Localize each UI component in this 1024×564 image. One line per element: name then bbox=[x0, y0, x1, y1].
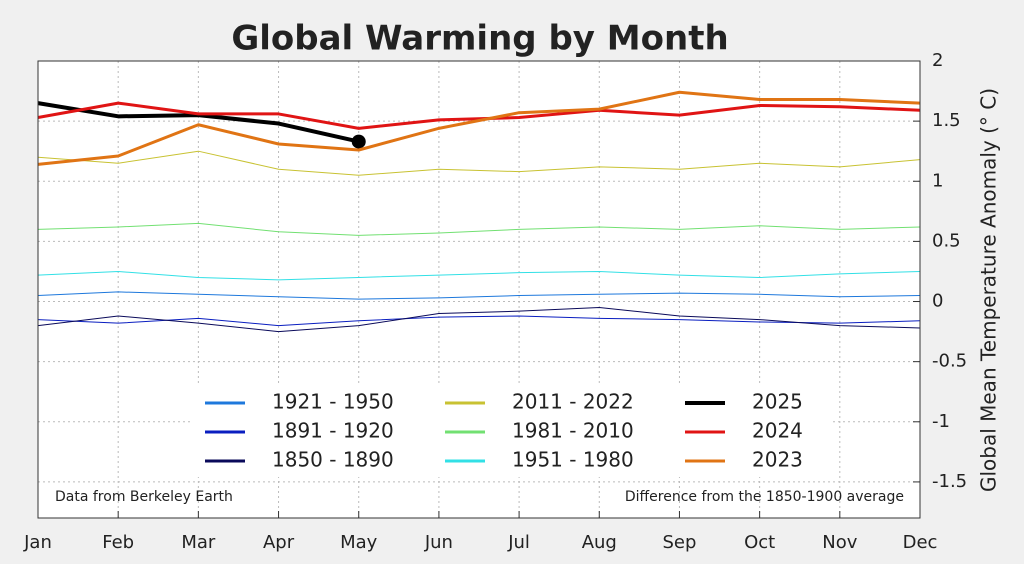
legend-label: 1921 - 1950 bbox=[272, 390, 394, 414]
series-line bbox=[37, 101, 921, 130]
x-tick-label: Aug bbox=[582, 532, 617, 553]
x-tick-label: Sep bbox=[662, 532, 696, 553]
x-tick-label: Nov bbox=[822, 532, 857, 553]
plot-frame bbox=[37, 60, 921, 519]
x-tick-label: Mar bbox=[181, 532, 216, 553]
y-tick-label: 1 bbox=[932, 170, 943, 191]
x-tick-label: Feb bbox=[102, 532, 134, 553]
x-tick-label: May bbox=[340, 532, 378, 553]
x-tick-label: Apr bbox=[263, 532, 295, 553]
legend-label: 1850 - 1890 bbox=[272, 448, 394, 472]
y-axis-label: Global Mean Temperature Anomaly (° C) bbox=[977, 88, 1001, 492]
x-tick-label: Oct bbox=[744, 532, 775, 553]
series-line bbox=[37, 90, 921, 166]
legend-label: 1951 - 1980 bbox=[512, 448, 634, 472]
series-line bbox=[37, 307, 921, 333]
legend-label: 1891 - 1920 bbox=[272, 419, 394, 443]
y-tick-label: -1.5 bbox=[932, 471, 967, 492]
chart-title: Global Warming by Month bbox=[231, 19, 728, 59]
legend-label: 2023 bbox=[752, 448, 803, 472]
y-tick-label: 0.5 bbox=[932, 230, 961, 251]
series-line bbox=[37, 150, 921, 176]
x-tick-label: Jul bbox=[507, 532, 530, 553]
y-tick-label: 0 bbox=[932, 291, 943, 312]
x-tick-label: Jan bbox=[23, 532, 52, 553]
y-tick-label: -0.5 bbox=[932, 351, 967, 372]
series-line bbox=[37, 222, 921, 236]
y-tick-label: 1.5 bbox=[932, 110, 961, 131]
end-marker bbox=[351, 134, 366, 149]
legend-label: 2025 bbox=[752, 390, 803, 414]
legend-label: 2011 - 2022 bbox=[512, 390, 634, 414]
series-line bbox=[37, 270, 921, 281]
x-tick-label: Dec bbox=[903, 532, 938, 553]
legend-label: 1981 - 2010 bbox=[512, 419, 634, 443]
annotation: Difference from the 1850-1900 average bbox=[625, 489, 904, 505]
series-line bbox=[37, 291, 921, 300]
x-tick-label: Jun bbox=[424, 532, 453, 553]
y-tick-label: -1 bbox=[932, 411, 950, 432]
annotation: Data from Berkeley Earth bbox=[55, 489, 233, 505]
legend-label: 2024 bbox=[752, 419, 803, 443]
y-tick-label: 2 bbox=[932, 50, 943, 71]
series-line bbox=[37, 315, 921, 327]
